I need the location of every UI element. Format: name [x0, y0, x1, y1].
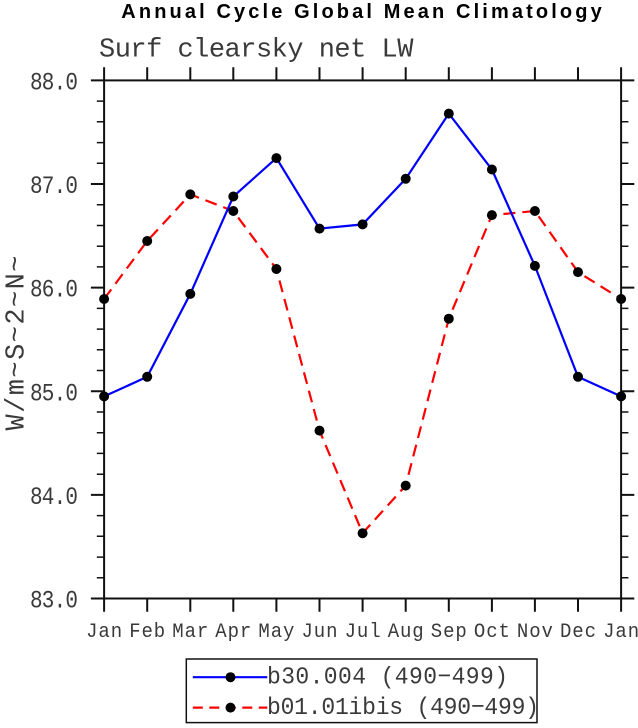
svg-text:b01.01ibis (490−499): b01.01ibis (490−499): [267, 694, 539, 722]
svg-text:b30.004 (490−499): b30.004 (490−499): [267, 664, 508, 692]
svg-text:W/m~S~2~N~: W/m~S~2~N~: [3, 256, 33, 431]
svg-text:Jan: Jan: [86, 620, 122, 643]
svg-text:Jul: Jul: [345, 620, 381, 643]
svg-text:83.0: 83.0: [30, 587, 78, 615]
svg-text:Apr: Apr: [215, 620, 251, 643]
svg-text:Surf clearsky net LW: Surf clearsky net LW: [99, 36, 414, 66]
svg-text:Mar: Mar: [172, 620, 208, 643]
svg-text:85.0: 85.0: [30, 380, 78, 408]
svg-text:Feb: Feb: [129, 620, 165, 643]
svg-text:Oct: Oct: [474, 620, 510, 643]
svg-text:87.0: 87.0: [30, 172, 78, 200]
svg-text:May: May: [258, 620, 294, 643]
svg-text:Annual Cycle Global Mean Clima: Annual Cycle Global Mean Climatology: [121, 1, 602, 23]
svg-text:Jun: Jun: [302, 620, 338, 643]
svg-text:Sep: Sep: [431, 620, 467, 643]
svg-text:Jan: Jan: [603, 620, 638, 643]
svg-text:Nov: Nov: [517, 620, 553, 643]
svg-text:84.0: 84.0: [30, 483, 78, 511]
svg-text:Aug: Aug: [388, 620, 424, 643]
svg-text:86.0: 86.0: [30, 276, 78, 304]
svg-text:88.0: 88.0: [30, 69, 78, 97]
svg-text:Dec: Dec: [560, 620, 596, 643]
